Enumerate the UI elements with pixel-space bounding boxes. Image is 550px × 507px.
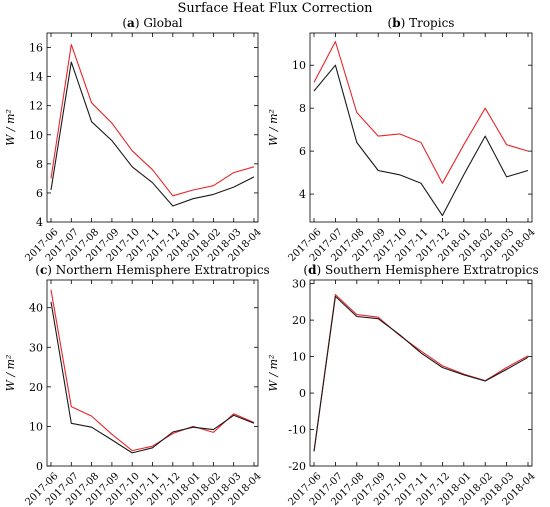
y-tick-label: 4 <box>299 188 306 201</box>
series-line-red <box>50 44 255 197</box>
y-tick-label: 20 <box>292 314 306 327</box>
panel-letter: d <box>308 263 317 277</box>
panel-letter: b <box>392 16 400 30</box>
panel-title-text: Southern Hemisphere Extratropics <box>325 263 539 277</box>
y-tick-label: 6 <box>36 187 43 200</box>
y-tick-label: 10 <box>292 59 306 72</box>
y-tick-label: 20 <box>29 381 43 394</box>
y-tick-label: 6 <box>299 145 306 158</box>
panel-title: (d) Southern Hemisphere Extratropics <box>303 263 538 277</box>
panel-title-text: Northern Hemisphere Extratropics <box>56 263 270 277</box>
y-axis-label: W / m² <box>4 109 17 146</box>
figure-title: Surface Heat Flux Correction <box>177 1 373 16</box>
y-axis-label: W / m² <box>267 355 280 392</box>
y-tick-label: 8 <box>36 158 43 171</box>
y-tick-label: 10 <box>292 351 306 364</box>
y-tick-label: 14 <box>29 71 43 84</box>
panel-title-text: Global <box>143 16 182 30</box>
series-line-black <box>313 295 529 452</box>
panel-title-text: Tropics <box>409 16 454 30</box>
y-tick-label: 8 <box>299 102 306 115</box>
y-tick-label: 30 <box>292 278 306 291</box>
panel-letter: a <box>127 16 135 30</box>
y-tick-label: 0 <box>299 387 306 400</box>
y-axis-label: W / m² <box>4 355 17 392</box>
series-line-black <box>50 301 255 454</box>
panel-title: (c) Northern Hemisphere Extratropics <box>35 263 269 277</box>
y-tick-label: 4 <box>36 216 43 229</box>
y-tick-label: 10 <box>29 129 43 142</box>
y-tick-label: 0 <box>36 460 43 473</box>
y-axis-label: W / m² <box>267 109 280 146</box>
y-tick-label: 10 <box>29 420 43 433</box>
panel-title: (a) Global <box>122 16 182 30</box>
series-line-red <box>313 41 529 184</box>
y-tick-label: 40 <box>29 302 43 315</box>
series-line-black <box>313 64 529 217</box>
y-tick-label: 16 <box>29 42 43 55</box>
panel-title: (b) Tropics <box>388 16 455 30</box>
series-line-red <box>50 289 255 452</box>
series-line-red <box>313 294 529 452</box>
y-tick-label: -10 <box>288 424 306 437</box>
y-tick-label: -20 <box>288 460 306 473</box>
panel-letter: c <box>40 263 47 277</box>
y-tick-label: 30 <box>29 341 43 354</box>
y-tick-label: 12 <box>29 100 43 113</box>
series-line-black <box>50 61 255 207</box>
